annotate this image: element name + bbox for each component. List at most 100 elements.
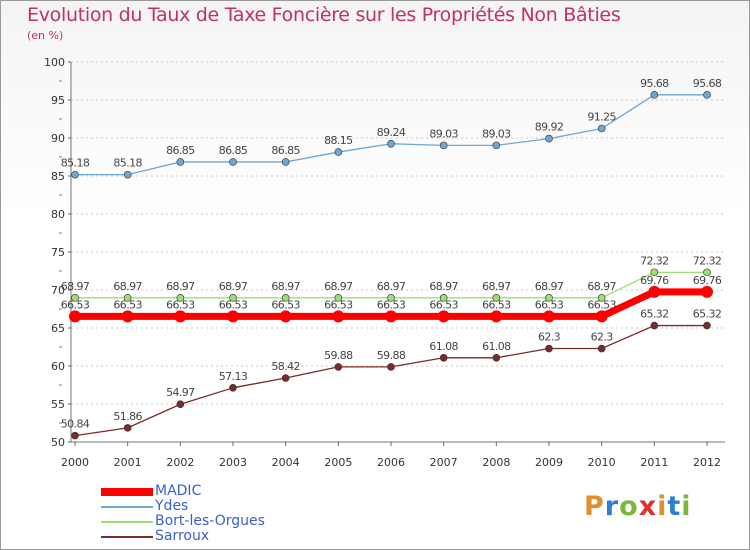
y-tick-label-65: 65	[51, 322, 65, 335]
data-label-sarroux-2009: 62.3	[538, 331, 561, 344]
data-label-sarroux-2000: 50.84	[61, 418, 90, 431]
data-label-ydes-2006: 89.24	[377, 126, 406, 139]
data-label-bort-les-orgues-2009: 68.97	[535, 280, 564, 293]
point-sarroux-2006	[387, 363, 395, 371]
point-bort-les-orgues-2008	[492, 294, 501, 302]
point-sarroux-2009	[545, 344, 553, 353]
ticks: 50 55 60 65 70 75 80 85 90 95 100 2000 2001 2002 2003 2…	[44, 56, 721, 469]
data-label-madic-2001: 66.53	[113, 298, 142, 311]
point-madic-2008	[490, 310, 503, 323]
data-label-ydes-2009: 89.92	[535, 121, 564, 134]
logo-letter: i	[657, 491, 668, 522]
point-madic-2003	[227, 310, 239, 323]
data-label-madic-2005: 66.53	[324, 298, 353, 311]
data-label-bort-les-orgues-2008: 68.97	[482, 280, 511, 293]
y-tick-label-60: 60	[51, 360, 65, 373]
data-label-ydes-2012: 95.68	[693, 77, 722, 90]
legend-label-ydes: Ydes	[155, 498, 189, 514]
point-sarroux-2011	[650, 321, 659, 330]
logo-letter: o	[619, 491, 639, 522]
y-tick-label-70: 70	[51, 284, 65, 297]
data-label-sarroux-2002: 54.97	[166, 386, 195, 399]
data-label-madic-2006: 66.53	[377, 298, 406, 311]
x-tick-label-2008: 2008	[482, 456, 510, 469]
point-bort-les-orgues-2007	[439, 294, 448, 302]
y-tick-label-50: 50	[51, 436, 65, 449]
point-bort-les-orgues-2005	[334, 294, 343, 302]
legend-swatch-bort-les-orgues	[101, 521, 153, 523]
x-tick-label-2010: 2010	[588, 456, 616, 469]
data-label-madic-2002: 66.53	[166, 298, 195, 311]
point-madic-2004	[279, 310, 292, 323]
point-madic-2001	[121, 310, 134, 323]
point-bort-les-orgues-2011	[650, 268, 659, 277]
legend-label-madic: MADIC	[155, 483, 202, 499]
point-ydes-2000	[71, 170, 79, 179]
point-ydes-2005	[334, 148, 343, 156]
x-tick-label-2000: 2000	[61, 456, 89, 469]
point-sarroux-2000	[71, 431, 79, 440]
data-label-ydes-2004: 86.85	[271, 144, 300, 157]
data-label-ydes-2007: 89.03	[429, 127, 458, 140]
data-label-madic-2007: 66.53	[429, 298, 458, 311]
y-tick-label-95: 95	[51, 94, 65, 107]
legend-swatch-sarroux	[101, 536, 153, 538]
point-madic-2012	[701, 285, 713, 298]
point-bort-les-orgues-2006	[387, 294, 395, 302]
logo-letter: i	[681, 491, 692, 522]
point-ydes-2010	[597, 124, 606, 133]
data-label-ydes-2011: 95.68	[640, 77, 669, 90]
x-tick-label-2003: 2003	[219, 456, 247, 469]
legend-swatch-madic	[101, 488, 153, 496]
x-tick-label-2011: 2011	[640, 456, 668, 469]
point-sarroux-2007	[439, 353, 448, 362]
point-ydes-2002	[176, 158, 185, 166]
data-label-madic-2011: 69.76	[640, 274, 669, 287]
point-sarroux-2003	[229, 384, 237, 392]
point-madic-2010	[595, 310, 608, 323]
data-label-bort-les-orgues-2000: 68.97	[61, 280, 90, 293]
data-label-bort-les-orgues-2010: 68.97	[587, 280, 616, 293]
data-label-madic-2004: 66.53	[271, 298, 300, 311]
point-madic-2006	[385, 310, 397, 323]
data-label-bort-les-orgues-2001: 68.97	[113, 280, 142, 293]
x-tick-label-2007: 2007	[430, 456, 458, 469]
data-label-sarroux-2001: 51.86	[113, 410, 142, 423]
x-tick-label-2009: 2009	[535, 456, 563, 469]
data-label-madic-2009: 66.53	[535, 298, 564, 311]
chart-title: Evolution du Taux de Taxe Foncière sur l…	[27, 4, 621, 26]
data-label-madic-2000: 66.53	[61, 298, 90, 311]
x-tick-label-2005: 2005	[324, 456, 352, 469]
data-label-bort-les-orgues-2006: 68.97	[377, 280, 406, 293]
data-label-bort-les-orgues-2003: 68.97	[219, 280, 248, 293]
data-label-bort-les-orgues-2004: 68.97	[271, 280, 300, 293]
data-label-bort-les-orgues-2012: 72.32	[693, 254, 722, 267]
point-bort-les-orgues-2001	[123, 294, 132, 302]
data-label-madic-2010: 66.53	[587, 298, 616, 311]
x-tick-label-2006: 2006	[377, 456, 405, 469]
logo-letter: r	[604, 491, 620, 522]
point-madic-2011	[648, 285, 661, 298]
point-ydes-2011	[650, 91, 659, 99]
data-label-bort-les-orgues-2005: 68.97	[324, 280, 353, 293]
series-layer	[69, 91, 713, 440]
point-sarroux-2001	[123, 424, 132, 432]
data-label-ydes-2005: 88.15	[324, 134, 353, 147]
point-bort-les-orgues-2003	[229, 294, 237, 302]
data-label-bort-les-orgues-2002: 68.97	[166, 280, 195, 293]
point-sarroux-2005	[334, 363, 343, 371]
point-ydes-2003	[229, 158, 237, 166]
logo-letter: t	[667, 491, 682, 522]
data-label-bort-les-orgues-2007: 68.97	[429, 280, 458, 293]
data-label-ydes-2008: 89.03	[482, 127, 511, 140]
point-bort-les-orgues-2000	[71, 294, 79, 302]
point-ydes-2001	[123, 170, 132, 179]
x-tick-label-2001: 2001	[114, 456, 142, 469]
data-label-sarroux-2007: 61.08	[429, 340, 458, 353]
data-label-madic-2003: 66.53	[219, 298, 248, 311]
unit-label: (en %)	[27, 29, 64, 42]
point-madic-2009	[543, 310, 555, 323]
data-label-ydes-2002: 86.85	[166, 144, 195, 157]
point-sarroux-2002	[176, 400, 185, 409]
data-label-sarroux-2008: 61.08	[482, 340, 511, 353]
